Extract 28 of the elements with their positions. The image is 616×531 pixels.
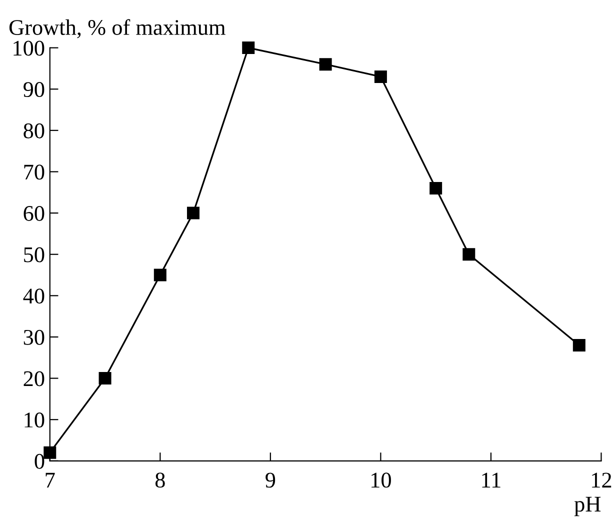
point bbox=[319, 58, 332, 71]
y-tick-label: 80 bbox=[24, 123, 44, 138]
y-tick-label: 100 bbox=[14, 40, 44, 56]
x-tick-label: 12 bbox=[592, 472, 612, 488]
y-axis-title: Growth, % of maximum bbox=[9, 19, 226, 38]
y-tick-label: 40 bbox=[23, 288, 44, 304]
y-tick-label: 30 bbox=[24, 330, 44, 345]
point bbox=[154, 268, 166, 282]
y-tick-label: 0 bbox=[34, 454, 44, 469]
point bbox=[186, 206, 200, 220]
y-tick-label: 10 bbox=[24, 412, 44, 428]
y-tick-label: 70 bbox=[24, 164, 44, 180]
y-tick-label: 90 bbox=[24, 82, 44, 98]
y-tick-label: 20 bbox=[24, 371, 44, 386]
x-tick-label: 10 bbox=[372, 472, 391, 488]
point bbox=[242, 42, 255, 54]
point bbox=[374, 70, 387, 83]
y-tick-label: 60 bbox=[24, 206, 44, 221]
point bbox=[572, 338, 586, 352]
point bbox=[462, 248, 476, 261]
point bbox=[98, 372, 112, 385]
x-tick-label: 11 bbox=[482, 472, 500, 488]
x-tick-label: 9 bbox=[266, 472, 276, 488]
point bbox=[430, 182, 442, 194]
x-axis-title: pH bbox=[574, 496, 601, 516]
x-tick-label: 8 bbox=[155, 472, 165, 488]
y-tick-label: 50 bbox=[24, 247, 44, 262]
x-tick-label: 7 bbox=[46, 472, 55, 488]
